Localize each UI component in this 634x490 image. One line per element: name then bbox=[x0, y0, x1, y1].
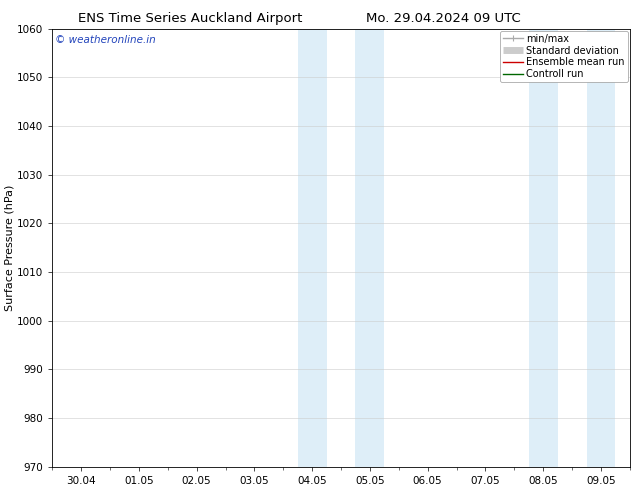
Text: © weatheronline.in: © weatheronline.in bbox=[55, 35, 156, 45]
Text: ENS Time Series Auckland Airport: ENS Time Series Auckland Airport bbox=[78, 12, 302, 25]
Y-axis label: Surface Pressure (hPa): Surface Pressure (hPa) bbox=[4, 185, 14, 311]
Bar bbox=[298, 29, 327, 467]
Bar bbox=[529, 29, 558, 467]
Bar bbox=[586, 29, 616, 467]
Legend: min/max, Standard deviation, Ensemble mean run, Controll run: min/max, Standard deviation, Ensemble me… bbox=[500, 31, 628, 82]
Text: Mo. 29.04.2024 09 UTC: Mo. 29.04.2024 09 UTC bbox=[366, 12, 521, 25]
Bar bbox=[356, 29, 384, 467]
